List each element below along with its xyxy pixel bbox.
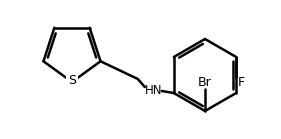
Text: F: F	[238, 75, 245, 89]
Text: S: S	[68, 75, 76, 87]
Text: Br: Br	[198, 76, 212, 90]
Text: HN: HN	[145, 84, 163, 96]
